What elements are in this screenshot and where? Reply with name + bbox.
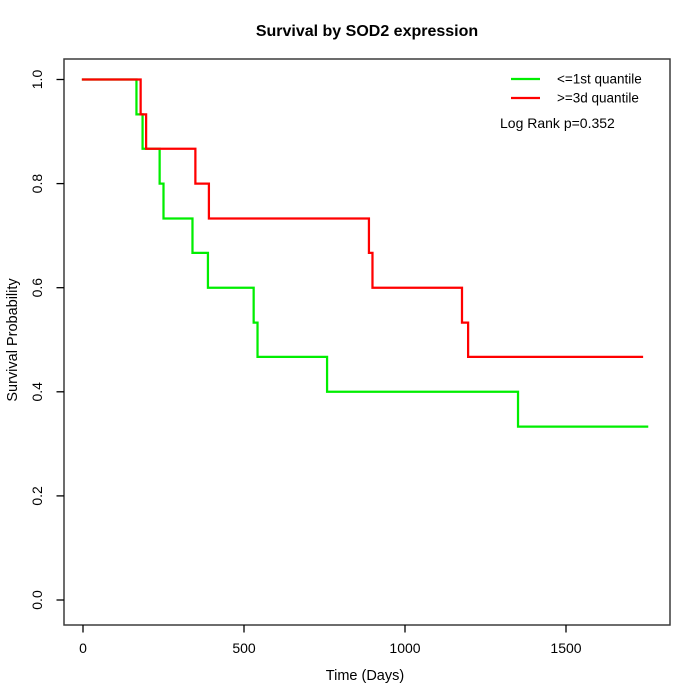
x-axis-label: Time (Days) — [326, 668, 404, 684]
log-rank-annotation: Log Rank p=0.352 — [500, 115, 615, 131]
x-tick-label: 500 — [232, 640, 256, 656]
y-tick-label: 1.0 — [29, 70, 45, 90]
y-tick-label: 0.8 — [29, 174, 45, 194]
km-curve — [81, 78, 649, 428]
km-curve — [81, 78, 644, 359]
y-axis-label: Survival Probability — [5, 278, 21, 402]
survival-curves — [81, 78, 649, 428]
legend: <=1st quantile >=3d quantile — [511, 72, 642, 106]
y-tick-label: 0.4 — [29, 382, 45, 402]
legend-entry-label: <=1st quantile — [557, 72, 642, 87]
x-tick-label: 0 — [79, 640, 87, 656]
chart-title: Survival by SOD2 expression — [256, 23, 478, 40]
plot-box — [63, 58, 671, 626]
y-tick-label: 0.2 — [29, 486, 45, 506]
x-tick-label: 1500 — [550, 640, 581, 656]
x-axis-ticks: 0 500 1000 1500 — [79, 625, 582, 656]
y-tick-label: 0.6 — [29, 278, 45, 298]
legend-entry-label: >=3d quantile — [557, 91, 639, 106]
y-tick-label: 0.0 — [29, 590, 45, 610]
y-axis-ticks: 0.0 0.2 0.4 0.6 0.8 1.0 — [29, 70, 64, 610]
x-tick-label: 1000 — [389, 640, 420, 656]
